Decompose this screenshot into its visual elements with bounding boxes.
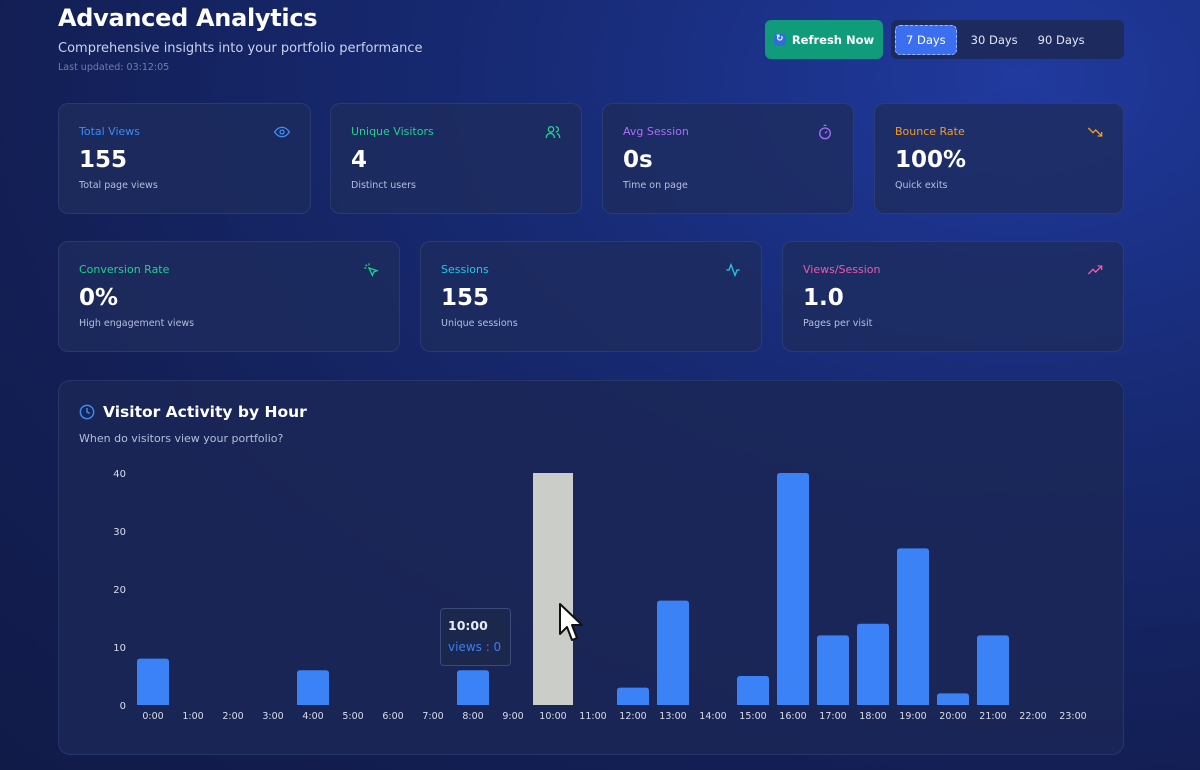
metric-value: 1.0 bbox=[803, 285, 844, 311]
bar-1500[interactable] bbox=[737, 676, 769, 705]
bar-1800[interactable] bbox=[857, 623, 889, 705]
x-tick-label: 10:00 bbox=[539, 711, 566, 722]
metric-card-bounce-rate: Bounce Rate 100% Quick exits bbox=[874, 103, 1124, 214]
mouse-pointer-icon bbox=[559, 603, 583, 641]
metric-card-total-views: Total Views 155 Total page views bbox=[58, 103, 311, 214]
eye-icon bbox=[274, 126, 290, 138]
hover-highlight bbox=[533, 473, 573, 705]
metric-label: Unique Visitors bbox=[351, 125, 434, 138]
metric-label: Bounce Rate bbox=[895, 125, 965, 138]
metric-card-conversion-rate: Conversion Rate 0% High engagement views bbox=[58, 241, 400, 352]
clock-icon bbox=[79, 404, 95, 420]
metric-value: 100% bbox=[895, 147, 967, 173]
last-updated-text: Last updated: 03:12:05 bbox=[58, 62, 170, 73]
metric-value: 155 bbox=[79, 147, 128, 173]
bar-2000[interactable] bbox=[937, 693, 969, 705]
metric-label: Conversion Rate bbox=[79, 263, 170, 276]
chart-subtitle: When do visitors view your portfolio? bbox=[79, 432, 284, 445]
metric-value: 0% bbox=[79, 285, 119, 311]
range-7-days-button[interactable]: 7 Days bbox=[895, 24, 957, 55]
date-range-selector: 7 Days 30 Days 90 Days bbox=[891, 20, 1124, 59]
activity-icon bbox=[726, 262, 740, 278]
metric-label: Views/Session bbox=[803, 263, 881, 276]
range-90-days-button[interactable]: 90 Days bbox=[1037, 32, 1085, 47]
x-tick-label: 21:00 bbox=[979, 711, 1006, 722]
metric-card-avg-session: Avg Session 0s Time on page bbox=[602, 103, 854, 214]
metric-label: Sessions bbox=[441, 263, 489, 276]
x-tick-label: 2:00 bbox=[222, 711, 243, 722]
y-tick-label: 0 bbox=[120, 701, 126, 712]
bar-1300[interactable] bbox=[657, 600, 689, 705]
refresh-label: Refresh Now bbox=[791, 32, 875, 47]
chart-title: Visitor Activity by Hour bbox=[103, 403, 307, 421]
x-tick-label: 11:00 bbox=[579, 711, 606, 722]
users-icon bbox=[545, 126, 561, 138]
bar-1600[interactable] bbox=[777, 473, 809, 705]
refresh-icon: ↻ bbox=[773, 33, 786, 46]
bar-1700[interactable] bbox=[817, 635, 849, 705]
range-30-days-button[interactable]: 30 Days bbox=[970, 32, 1018, 47]
metric-description: Time on page bbox=[623, 180, 688, 191]
y-tick-label: 30 bbox=[113, 527, 126, 538]
metric-card-unique-visitors: Unique Visitors 4 Distinct users bbox=[330, 103, 582, 214]
metric-label: Avg Session bbox=[623, 125, 689, 138]
tooltip-title: 10:00 bbox=[448, 618, 488, 633]
metric-description: High engagement views bbox=[79, 318, 195, 329]
page-title: Advanced Analytics bbox=[58, 4, 318, 32]
trending-up-icon bbox=[1087, 265, 1103, 275]
bar-1200[interactable] bbox=[617, 687, 649, 705]
metric-description: Quick exits bbox=[895, 180, 948, 191]
metric-label: Total Views bbox=[79, 125, 141, 138]
x-tick-label: 22:00 bbox=[1019, 711, 1046, 722]
x-tick-label: 20:00 bbox=[939, 711, 966, 722]
x-tick-label: 4:00 bbox=[302, 711, 323, 722]
x-tick-label: 16:00 bbox=[779, 711, 806, 722]
x-tick-label: 23:00 bbox=[1059, 711, 1086, 722]
x-tick-label: 7:00 bbox=[422, 711, 443, 722]
visitor-activity-chart-panel: Visitor Activity by Hour When do visitor… bbox=[58, 380, 1124, 755]
x-tick-label: 5:00 bbox=[342, 711, 363, 722]
chart-title-row: Visitor Activity by Hour bbox=[79, 403, 307, 421]
x-tick-label: 9:00 bbox=[502, 711, 523, 722]
x-tick-label: 3:00 bbox=[262, 711, 283, 722]
metric-description: Total page views bbox=[79, 180, 158, 191]
chart-tooltip: 10:00 views : 0 bbox=[440, 608, 511, 666]
metric-value: 155 bbox=[441, 285, 490, 311]
x-tick-label: 14:00 bbox=[699, 711, 726, 722]
bar-1900[interactable] bbox=[897, 548, 929, 705]
metric-card-sessions: Sessions 155 Unique sessions bbox=[420, 241, 762, 352]
cursor-click-icon bbox=[364, 263, 379, 278]
x-tick-label: 15:00 bbox=[739, 711, 766, 722]
metric-value: 4 bbox=[351, 147, 368, 173]
bar-800[interactable] bbox=[457, 670, 489, 705]
refresh-now-button[interactable]: ↻ Refresh Now bbox=[765, 20, 883, 59]
metric-description: Unique sessions bbox=[441, 318, 518, 329]
x-tick-label: 18:00 bbox=[859, 711, 886, 722]
y-tick-label: 20 bbox=[113, 585, 126, 596]
bar-2100[interactable] bbox=[977, 635, 1009, 705]
x-tick-label: 12:00 bbox=[619, 711, 646, 722]
bar-000[interactable] bbox=[137, 658, 169, 705]
timer-icon bbox=[819, 124, 831, 140]
metric-card-views-per-session: Views/Session 1.0 Pages per visit bbox=[782, 241, 1124, 352]
x-tick-label: 6:00 bbox=[382, 711, 403, 722]
x-tick-label: 0:00 bbox=[142, 711, 163, 722]
x-tick-label: 17:00 bbox=[819, 711, 846, 722]
x-tick-label: 1:00 bbox=[182, 711, 203, 722]
x-tick-label: 13:00 bbox=[659, 711, 686, 722]
page-subtitle: Comprehensive insights into your portfol… bbox=[58, 41, 423, 56]
y-tick-label: 10 bbox=[113, 643, 126, 654]
x-tick-label: 19:00 bbox=[899, 711, 926, 722]
metric-value: 0s bbox=[623, 147, 653, 173]
trending-down-icon bbox=[1087, 127, 1103, 137]
tooltip-value: views : 0 bbox=[448, 640, 502, 654]
y-tick-label: 40 bbox=[113, 469, 126, 480]
metric-description: Pages per visit bbox=[803, 318, 873, 329]
page-header: Advanced Analytics Comprehensive insight… bbox=[58, 4, 423, 73]
metric-description: Distinct users bbox=[351, 180, 416, 191]
x-tick-label: 8:00 bbox=[462, 711, 483, 722]
bar-400[interactable] bbox=[297, 670, 329, 705]
